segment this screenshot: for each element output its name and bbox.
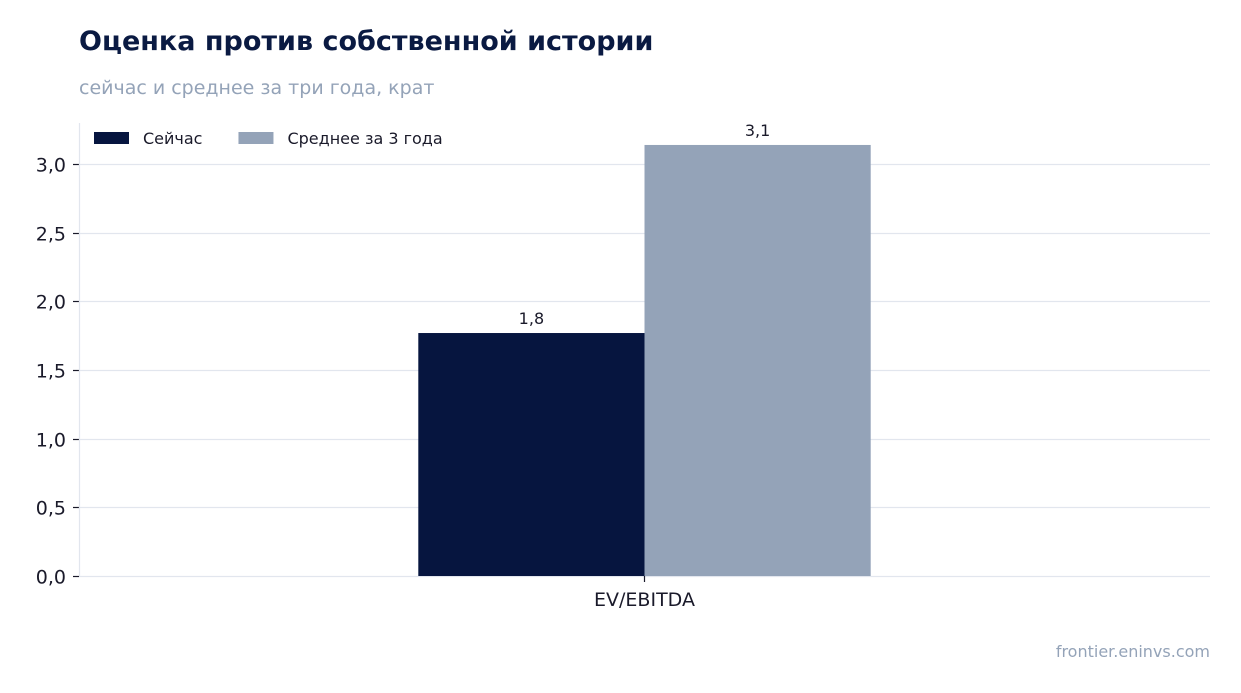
bar	[644, 144, 871, 577]
legend-label: Среднее за 3 года	[287, 129, 442, 148]
x-tick-label: EV/EBITDA	[594, 589, 695, 611]
bars	[418, 144, 871, 577]
y-tick-label: 1,5	[36, 361, 66, 383]
source-credit: frontier.eninvs.com	[1055, 642, 1210, 661]
y-tick-label: 3,0	[36, 155, 66, 177]
legend: Сейчас Среднее за 3 года	[94, 129, 443, 148]
labels: 1,8 3,1	[519, 121, 771, 328]
bar	[418, 333, 645, 576]
chart-subtitle: сейчас и среднее за три года, крат	[79, 77, 435, 99]
y-tick-label: 0,5	[36, 498, 66, 520]
legend-label: Сейчас	[143, 129, 202, 148]
y-tick-label: 1,0	[36, 430, 66, 452]
data-label: 1,8	[519, 309, 544, 328]
chart-title: Оценка против собственной истории	[79, 26, 654, 57]
legend-swatch	[94, 132, 129, 144]
y-tick-label: 2,0	[36, 292, 66, 314]
y-tick-label: 0,0	[36, 567, 66, 589]
legend-swatch	[238, 132, 274, 144]
y-tick-label: 2,5	[36, 224, 66, 246]
axes: 0,0 0,5 1,0 1,5 2,0 2,5 3,0 EV/EBITDA	[36, 123, 695, 611]
data-label: 3,1	[745, 121, 770, 140]
